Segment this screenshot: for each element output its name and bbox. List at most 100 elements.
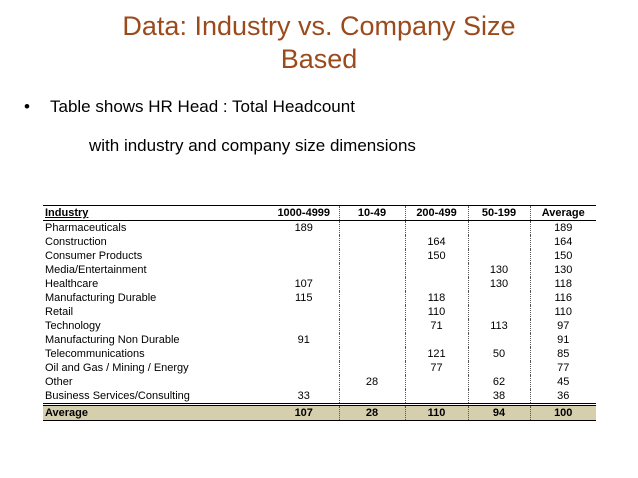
cell-average: 110 (554, 306, 573, 318)
table-footer: Average 107 28 110 94 100 (43, 403, 596, 421)
cell-industry: Other (45, 376, 73, 388)
slide-title-line-2: Based (280, 44, 358, 74)
cell-industry: Pharmaceuticals (45, 222, 127, 234)
cell-1000-4999: 107 (269, 277, 340, 291)
cell-50-199 (468, 361, 531, 375)
cell-1000-4999 (269, 305, 340, 319)
cell-1000-4999 (269, 347, 340, 361)
cell-average: 91 (557, 334, 570, 346)
table-row: Manufacturing Non Durable 91 91 (43, 333, 596, 347)
cell-10-49 (339, 249, 406, 263)
cell-50-199: 113 (468, 319, 531, 333)
cell-200-499 (405, 263, 469, 277)
header-average: Average (530, 205, 596, 221)
cell-average: 164 (554, 236, 573, 248)
cell-200-499 (405, 277, 469, 291)
cell-10-49 (339, 263, 406, 277)
cell-200-499 (405, 389, 469, 405)
cell-average: 116 (554, 292, 573, 304)
cell-50-199 (468, 333, 531, 347)
slide-title-line-1: Data: Industry vs. Company Size (122, 11, 516, 41)
table-row: Business Services/Consulting 33 38 36 (43, 389, 596, 405)
footer-industry: Average (43, 403, 269, 421)
sub-text: with industry and company size dimension… (89, 136, 416, 155)
cell-1000-4999 (269, 375, 340, 389)
cell-industry: Construction (45, 236, 107, 248)
cell-50-199: 62 (468, 375, 531, 389)
cell-10-49: 28 (339, 375, 406, 389)
table-row: Healthcare 107 130 118 (43, 277, 596, 291)
cell-1000-4999: 91 (269, 333, 340, 347)
cell-10-49 (339, 277, 406, 291)
table-body: Pharmaceuticals 189 189 Construction 164 164 C… (43, 220, 596, 405)
header-200-499: 200-499 (405, 205, 469, 221)
cell-50-199 (468, 249, 531, 263)
table-row: Manufacturing Durable 115 118 116 (43, 291, 596, 305)
cell-1000-4999: 115 (269, 291, 340, 305)
cell-200-499: 71 (405, 319, 469, 333)
cell-average: 97 (557, 320, 570, 332)
header-industry: Industry (43, 205, 269, 221)
table-row: Retail 110 110 (43, 305, 596, 319)
bullet-point: • Table shows HR Head : Total Headcount (24, 97, 355, 117)
cell-average: 36 (557, 390, 570, 402)
cell-10-49 (339, 319, 406, 333)
cell-50-199: 38 (468, 389, 531, 405)
footer-50-199: 94 (468, 403, 531, 421)
cell-1000-4999 (269, 361, 340, 375)
table-row: Construction 164 164 (43, 235, 596, 249)
cell-average: 85 (557, 348, 570, 360)
cell-industry: Media/Entertainment (45, 264, 147, 276)
average-row: Average 107 28 110 94 100 (43, 403, 596, 421)
cell-50-199: 130 (468, 263, 531, 277)
cell-10-49 (339, 389, 406, 405)
cell-10-49 (339, 220, 406, 235)
cell-200-499: 150 (405, 249, 469, 263)
headcount-table: Industry 1000-4999 10-49 200-499 50-199 … (43, 205, 596, 421)
cell-10-49 (339, 305, 406, 319)
cell-200-499 (405, 375, 469, 389)
cell-average: 118 (554, 278, 573, 290)
cell-200-499: 164 (405, 235, 469, 249)
cell-10-49 (339, 235, 406, 249)
cell-1000-4999 (269, 235, 340, 249)
cell-industry: Healthcare (45, 278, 99, 290)
table-row: Telecommunications 121 50 85 (43, 347, 596, 361)
cell-50-199 (468, 220, 531, 235)
cell-1000-4999: 33 (269, 389, 340, 405)
table-row: Media/Entertainment 130 130 (43, 263, 596, 277)
slide-title: Data: Industry vs. Company Size Based (0, 10, 638, 76)
cell-1000-4999 (269, 249, 340, 263)
cell-200-499: 77 (405, 361, 469, 375)
footer-1000-4999: 107 (269, 403, 340, 421)
cell-10-49 (339, 347, 406, 361)
cell-50-199 (468, 305, 531, 319)
header-50-199: 50-199 (468, 205, 531, 221)
cell-50-199 (468, 291, 531, 305)
cell-50-199: 50 (468, 347, 531, 361)
cell-average: 150 (554, 250, 573, 262)
cell-200-499: 118 (405, 291, 469, 305)
cell-industry: Oil and Gas / Mining / Energy (45, 362, 189, 374)
cell-industry: Business Services/Consulting (45, 390, 190, 402)
cell-1000-4999: 189 (269, 220, 340, 235)
cell-industry: Manufacturing Non Durable (45, 334, 180, 346)
table-row: Consumer Products 150 150 (43, 249, 596, 263)
cell-industry: Retail (45, 306, 74, 318)
cell-industry: Consumer Products (45, 250, 143, 262)
table-header: Industry 1000-4999 10-49 200-499 50-199 … (43, 205, 596, 221)
header-1000-4999: 1000-4999 (269, 205, 340, 221)
header-row: Industry 1000-4999 10-49 200-499 50-199 … (43, 205, 596, 221)
cell-50-199: 130 (468, 277, 531, 291)
cell-200-499: 110 (405, 305, 469, 319)
table-row: Technology 71 113 97 (43, 319, 596, 333)
cell-average: 130 (554, 264, 573, 276)
cell-10-49 (339, 291, 406, 305)
cell-average: 189 (554, 222, 573, 234)
table-row: Oil and Gas / Mining / Energy 77 77 (43, 361, 596, 375)
header-10-49: 10-49 (339, 205, 406, 221)
footer-10-49: 28 (339, 403, 406, 421)
cell-average: 77 (557, 362, 570, 374)
cell-industry: Telecommunications (45, 348, 145, 360)
table-row: Pharmaceuticals 189 189 (43, 220, 596, 235)
